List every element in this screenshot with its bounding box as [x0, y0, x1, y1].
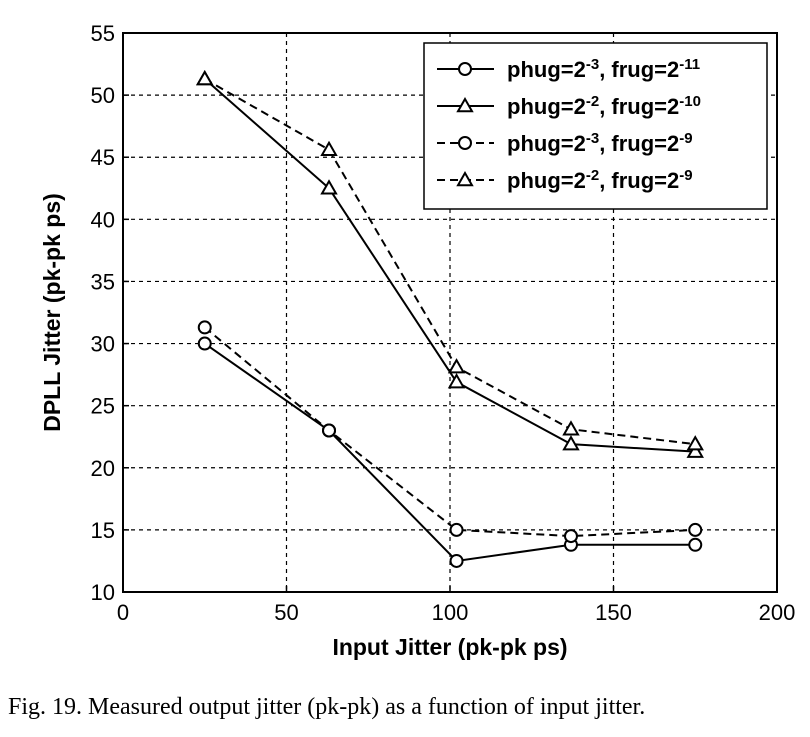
- y-axis-ticks: 10 15 20 25 30 35 40 45 50 55: [91, 21, 129, 605]
- triangle-marker: [320, 140, 338, 157]
- circle-marker: [458, 62, 472, 76]
- x-tick-label: 0: [117, 600, 129, 625]
- circle-marker: [322, 423, 337, 438]
- x-tick-label: 50: [274, 600, 298, 625]
- triangle-marker: [456, 96, 474, 113]
- legend-label: phug=2-2, frug=2-9: [507, 167, 693, 194]
- y-tick-label: 55: [91, 21, 115, 46]
- y-tick-label: 30: [91, 332, 115, 357]
- circle-marker: [563, 529, 578, 544]
- y-tick-label: 45: [91, 145, 115, 170]
- triangle-marker: [456, 170, 474, 187]
- y-tick-label: 35: [91, 269, 115, 294]
- x-tick-label: 200: [759, 600, 796, 625]
- y-tick-label: 20: [91, 456, 115, 481]
- series-3: [197, 320, 703, 544]
- triangle-marker: [320, 179, 338, 195]
- y-axis-label: DPLL Jitter (pk-pk ps): [39, 193, 65, 432]
- y-tick-label: 50: [91, 83, 115, 108]
- legend-label: phug=2-3, frug=2-11: [507, 56, 700, 83]
- triangle-marker: [562, 435, 580, 451]
- triangle-marker: [447, 373, 466, 389]
- triangle-marker: [686, 442, 704, 458]
- legend-entry: phug=2-2, frug=2-9: [437, 167, 693, 194]
- x-axis-ticks: 0 50 100 150 200: [117, 586, 795, 625]
- circle-marker: [458, 136, 472, 150]
- jitter-chart: 0 50 100 150 200 10 15 20 25 30 35 40 45 50 55 phug=2…: [39, 21, 795, 660]
- triangle-marker: [447, 358, 466, 374]
- circle-marker: [449, 522, 464, 537]
- legend-label: phug=2-2, frug=2-10: [507, 93, 701, 120]
- series-4: [196, 69, 704, 451]
- series-2: [196, 69, 704, 458]
- legend-label: phug=2-3, frug=2-9: [507, 130, 693, 157]
- legend-entry: phug=2-3, frug=2-11: [437, 56, 700, 83]
- circle-marker: [197, 336, 212, 351]
- triangle-marker: [196, 69, 214, 86]
- series-group: [196, 69, 704, 568]
- legend-box: [423, 42, 768, 210]
- circle-marker: [688, 537, 703, 552]
- circle-marker: [197, 320, 212, 335]
- x-tick-label: 100: [432, 600, 469, 625]
- triangle-marker: [686, 435, 704, 451]
- legend: phug=2-3, frug=2-11 phug=2-2, frug=2-10 ph…: [423, 42, 768, 210]
- legend-entry: phug=2-3, frug=2-9: [437, 130, 693, 157]
- figure-caption: Fig. 19. Measured output jitter (pk-pk) …: [8, 694, 646, 720]
- x-tick-label: 150: [595, 600, 632, 625]
- circle-marker: [688, 522, 703, 537]
- circle-marker: [449, 553, 464, 568]
- legend-entry: phug=2-2, frug=2-10: [437, 93, 701, 120]
- y-tick-label: 15: [91, 518, 115, 543]
- triangle-marker: [562, 420, 580, 436]
- x-axis-label: Input Jitter (pk-pk ps): [332, 634, 567, 660]
- series-line: [204, 326, 696, 538]
- y-tick-label: 25: [91, 394, 115, 419]
- y-tick-label: 40: [91, 207, 115, 232]
- y-tick-label: 10: [91, 580, 115, 605]
